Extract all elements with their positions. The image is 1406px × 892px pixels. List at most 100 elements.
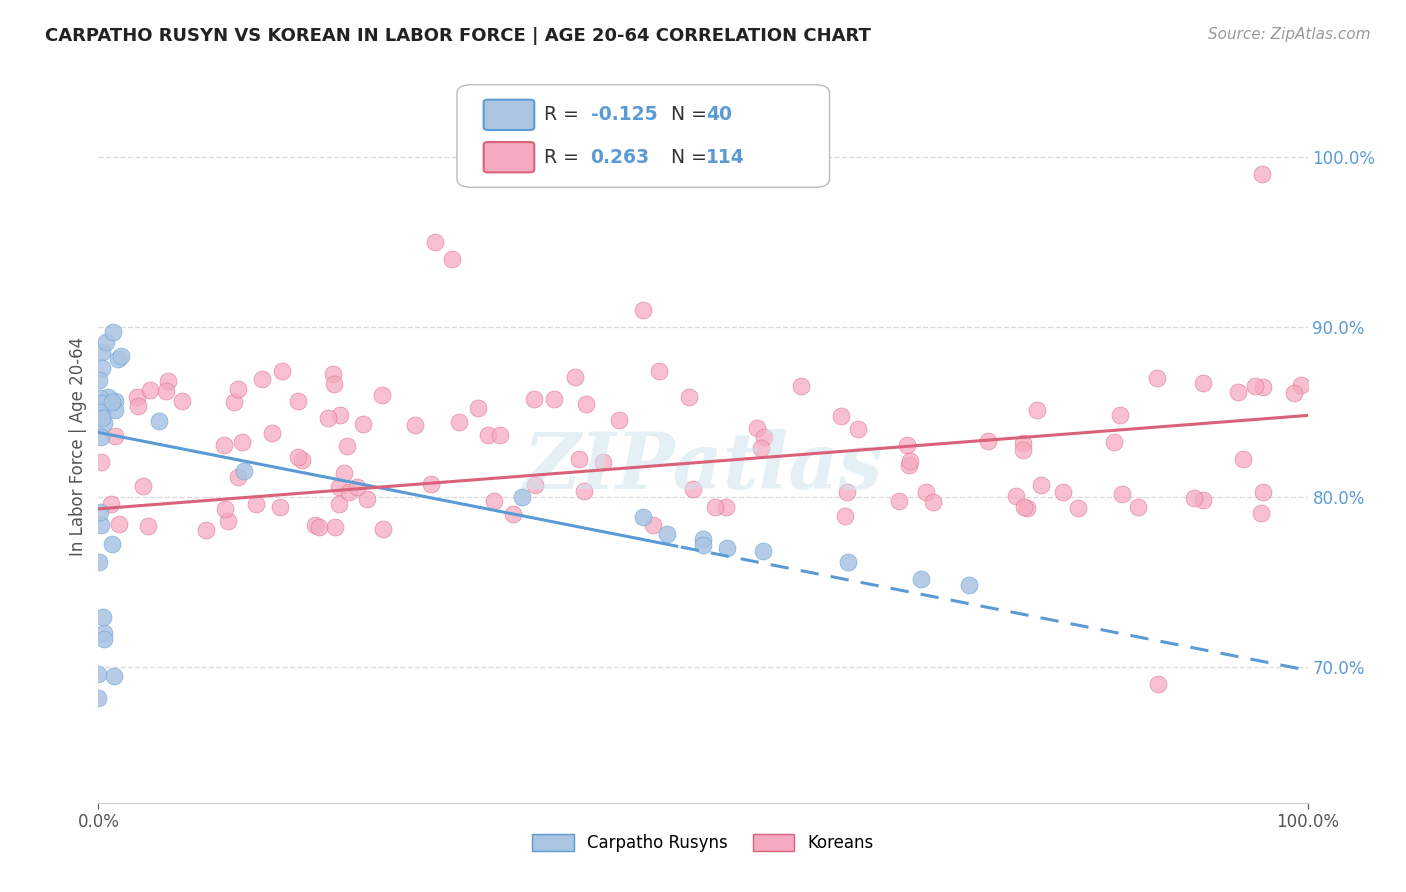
Point	[897, 458, 920, 473]
Point	[1291, 378, 1313, 392]
Point	[245, 497, 267, 511]
Point	[101, 395, 124, 409]
Point	[747, 421, 769, 435]
Point	[441, 252, 464, 266]
Point	[692, 533, 714, 547]
Point	[262, 425, 284, 440]
Point	[104, 428, 127, 442]
Point	[138, 518, 160, 533]
Text: R =: R =	[544, 105, 585, 124]
Point	[94, 334, 117, 349]
Point	[87, 667, 110, 681]
Point	[93, 625, 115, 640]
Point	[352, 417, 374, 431]
Point	[1147, 677, 1170, 691]
Point	[749, 441, 772, 455]
Point	[287, 450, 309, 464]
Point	[222, 395, 245, 409]
Point	[232, 465, 254, 479]
Point	[592, 455, 614, 469]
Point	[477, 428, 499, 442]
Point	[915, 484, 938, 499]
Y-axis label: In Labor Force | Age 20-64: In Labor Force | Age 20-64	[69, 336, 87, 556]
Point	[1012, 500, 1035, 515]
Point	[648, 364, 671, 378]
Point	[467, 401, 489, 416]
Point	[231, 435, 253, 450]
Point	[425, 235, 447, 249]
Point	[90, 455, 112, 469]
Point	[1111, 486, 1133, 500]
Point	[226, 383, 249, 397]
Point	[510, 490, 533, 504]
Point	[714, 500, 737, 515]
Point	[523, 392, 546, 406]
Point	[1031, 477, 1053, 491]
Point	[100, 497, 122, 511]
Point	[336, 439, 359, 453]
Point	[93, 416, 115, 430]
Point	[404, 417, 426, 432]
Point	[371, 522, 394, 536]
Point	[212, 438, 235, 452]
Point	[543, 392, 565, 406]
Point	[228, 470, 250, 484]
Point	[328, 497, 350, 511]
Point	[752, 544, 775, 558]
Point	[1067, 501, 1090, 516]
Point	[318, 411, 340, 425]
Point	[107, 352, 129, 367]
Point	[217, 514, 239, 528]
Point	[655, 527, 678, 541]
Point	[692, 537, 714, 551]
Point	[333, 466, 356, 480]
Point	[754, 430, 776, 444]
Point	[89, 505, 111, 519]
Point	[790, 379, 813, 393]
Point	[155, 384, 177, 398]
Point	[104, 402, 127, 417]
Point	[835, 484, 858, 499]
Point	[834, 509, 856, 524]
Point	[848, 422, 870, 436]
Point	[977, 434, 1000, 448]
Point	[127, 400, 149, 414]
Point	[1126, 500, 1149, 514]
Point	[716, 541, 738, 555]
Point	[1012, 443, 1035, 458]
Point	[682, 482, 704, 496]
Point	[482, 493, 505, 508]
Point	[170, 393, 193, 408]
Point	[87, 690, 110, 705]
Point	[1226, 384, 1249, 399]
Point	[329, 408, 352, 422]
Point	[1026, 403, 1049, 417]
Point	[1192, 492, 1215, 507]
Text: N =: N =	[659, 105, 713, 124]
Point	[291, 452, 314, 467]
Point	[138, 383, 160, 397]
Point	[304, 518, 326, 533]
Point	[271, 364, 294, 378]
Point	[910, 572, 932, 586]
Legend: Carpatho Rusyns, Koreans: Carpatho Rusyns, Koreans	[526, 827, 880, 859]
Point	[91, 410, 114, 425]
Point	[110, 349, 132, 363]
Point	[87, 373, 110, 387]
Point	[957, 578, 980, 592]
Point	[103, 669, 125, 683]
Point	[1102, 434, 1125, 449]
Point	[631, 510, 654, 524]
Point	[323, 520, 346, 534]
Point	[337, 485, 360, 500]
Point	[641, 517, 664, 532]
Point	[1109, 408, 1132, 422]
Point	[148, 413, 170, 427]
Text: 0.263: 0.263	[591, 148, 650, 167]
Point	[157, 375, 180, 389]
Point	[1052, 485, 1074, 500]
Point	[1253, 380, 1275, 394]
Point	[1251, 485, 1274, 500]
Point	[250, 372, 273, 386]
Point	[214, 502, 236, 516]
